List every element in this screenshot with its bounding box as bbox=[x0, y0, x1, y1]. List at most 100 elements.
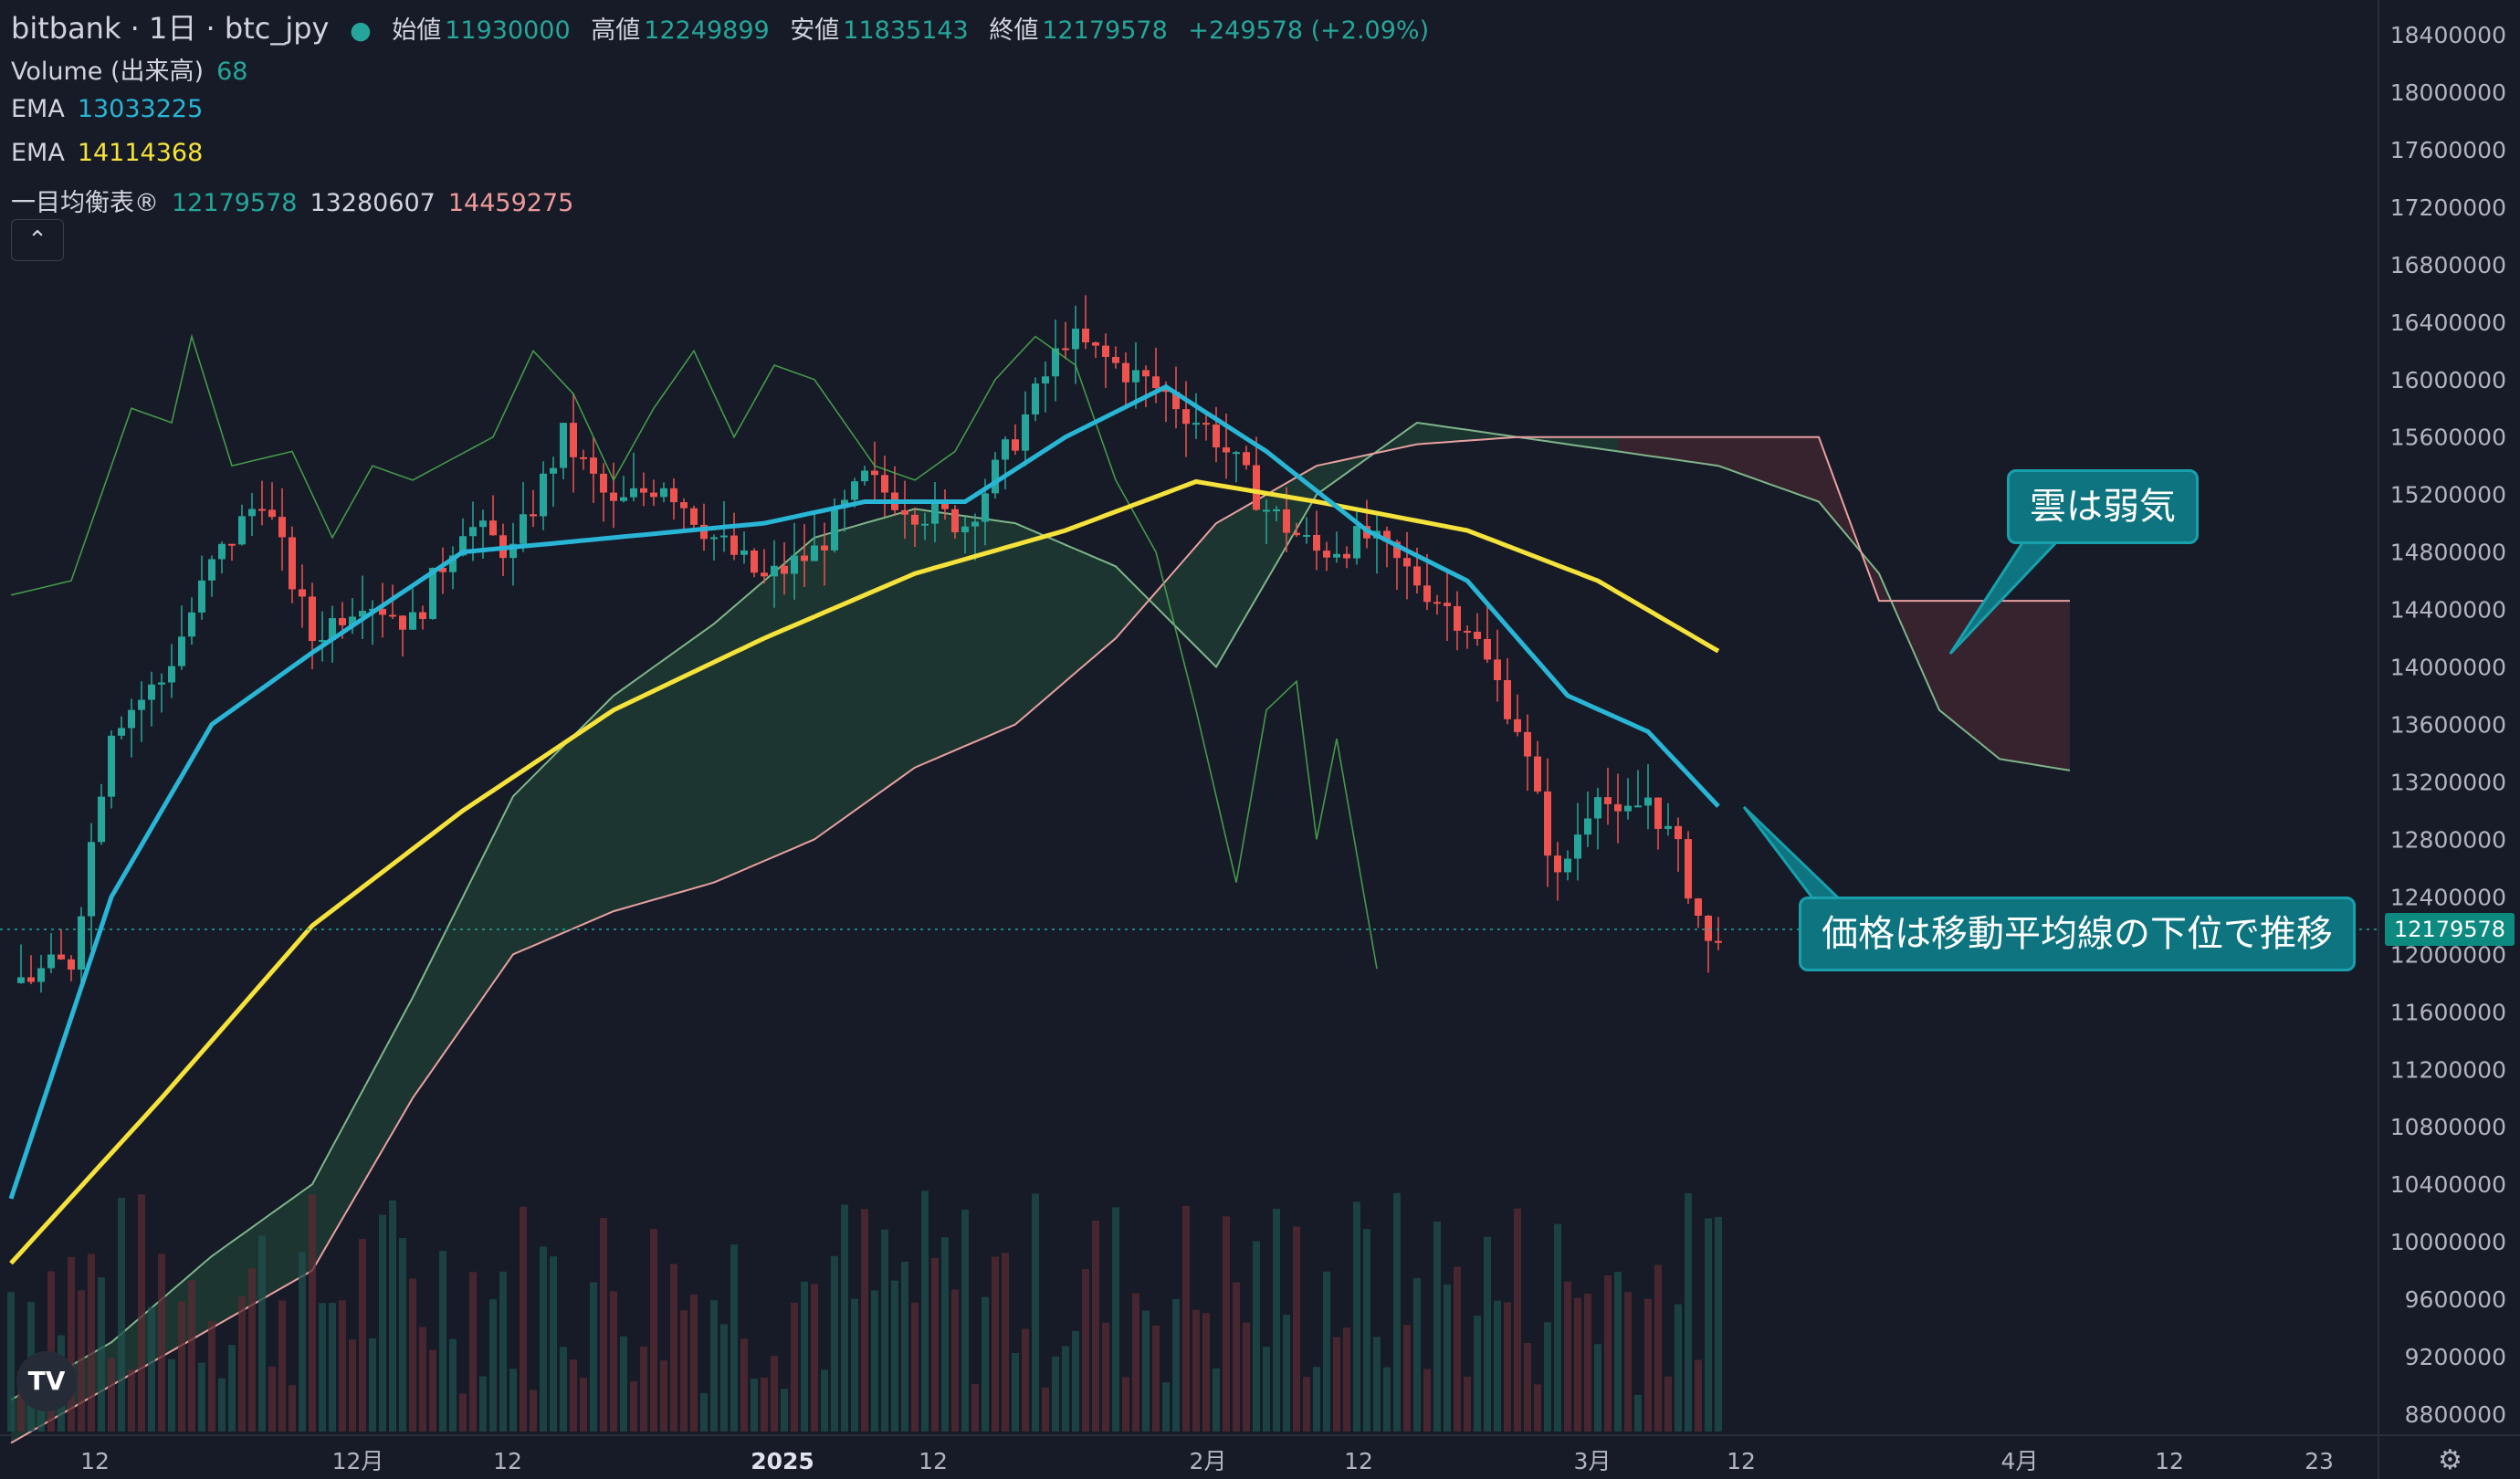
x-tick-label: 12 bbox=[1344, 1448, 1373, 1474]
candle-body bbox=[650, 492, 657, 498]
volume-bar bbox=[1564, 1281, 1571, 1432]
indicator-name: 一目均衡表® bbox=[11, 189, 159, 217]
volume-bar bbox=[1233, 1282, 1240, 1432]
indicator-ema-slow[interactable]: EMA 14114368 bbox=[11, 139, 215, 167]
candle-body bbox=[128, 709, 135, 729]
candle-body bbox=[751, 551, 758, 573]
volume-bar bbox=[560, 1347, 567, 1432]
candle-body bbox=[821, 545, 828, 551]
candle-body bbox=[1654, 797, 1662, 829]
settings-gear-icon[interactable]: ⚙ bbox=[2438, 1444, 2462, 1476]
candle-body bbox=[78, 916, 85, 970]
volume-bar bbox=[1373, 1337, 1381, 1432]
candle-body bbox=[1213, 425, 1220, 448]
volume-bar bbox=[258, 1235, 266, 1432]
volume-bar bbox=[409, 1278, 416, 1432]
volume-bar bbox=[660, 1360, 667, 1432]
volume-bar bbox=[1273, 1209, 1280, 1432]
volume-bar bbox=[1092, 1221, 1099, 1432]
volume-bar bbox=[379, 1214, 386, 1432]
candle-body bbox=[961, 526, 969, 533]
volume-bar bbox=[540, 1246, 547, 1432]
x-tick-label: 12 bbox=[493, 1448, 522, 1474]
volume-bar bbox=[479, 1376, 487, 1432]
indicator-value: 13280607 bbox=[310, 189, 436, 217]
volume-bar bbox=[921, 1191, 929, 1432]
candle-body bbox=[278, 517, 286, 538]
volume-bar bbox=[1675, 1304, 1682, 1432]
candle-body bbox=[68, 959, 75, 970]
volume-bar bbox=[690, 1295, 698, 1432]
x-tick-label: 12 bbox=[1727, 1448, 1756, 1474]
candle-body bbox=[1574, 834, 1581, 859]
volume-bar bbox=[309, 1194, 316, 1432]
volume-bar bbox=[1182, 1205, 1190, 1432]
candle-body bbox=[1192, 423, 1200, 425]
candle-body bbox=[1072, 328, 1079, 350]
candle-body bbox=[590, 457, 597, 474]
callout-cloud[interactable]: 雲は弱気 bbox=[2007, 469, 2199, 544]
candle-body bbox=[971, 521, 979, 527]
candle-body bbox=[520, 514, 527, 544]
volume-bar bbox=[1594, 1344, 1601, 1432]
indicator-ema-fast[interactable]: EMA 13033225 bbox=[11, 95, 215, 123]
candle-body bbox=[781, 565, 788, 574]
volume-bar bbox=[610, 1291, 617, 1432]
volume-bar bbox=[821, 1369, 828, 1432]
candle-body bbox=[409, 612, 416, 630]
volume-bar bbox=[1413, 1278, 1421, 1432]
candle-body bbox=[1423, 585, 1431, 603]
candle-body bbox=[690, 508, 698, 525]
indicator-value: 14459275 bbox=[447, 189, 574, 217]
candle-body bbox=[1695, 898, 1702, 917]
volume-bar bbox=[1634, 1394, 1642, 1432]
volume-bar bbox=[1343, 1327, 1350, 1432]
volume-bar bbox=[1243, 1322, 1250, 1432]
candle-body bbox=[118, 728, 125, 736]
candle-body bbox=[1634, 805, 1642, 808]
indicator-volume[interactable]: Volume (出来高) 68 bbox=[11, 51, 260, 87]
volume-bar bbox=[720, 1324, 728, 1432]
cloud-bullish bbox=[11, 422, 1618, 1443]
candle-body bbox=[1052, 348, 1059, 377]
volume-bar bbox=[299, 1252, 306, 1432]
volume-bar bbox=[218, 1378, 226, 1432]
volume-bar bbox=[851, 1298, 858, 1432]
candle-body bbox=[710, 537, 718, 540]
y-tick-label: 16000000 bbox=[2390, 367, 2506, 393]
symbol-title[interactable]: bitbank · 1日 · btc_jpy bbox=[11, 11, 330, 46]
candle-body bbox=[1433, 602, 1441, 604]
indicator-ichimoku[interactable]: 一目均衡表® 12179578 13280607 14459275 bbox=[11, 183, 586, 218]
chevron-up-icon: ⌃ bbox=[27, 226, 47, 254]
candle-body bbox=[1444, 603, 1451, 606]
volume-bar bbox=[1654, 1264, 1662, 1432]
tradingview-logo[interactable]: TV bbox=[16, 1351, 77, 1411]
volume-bar bbox=[1303, 1377, 1310, 1432]
volume-bar bbox=[329, 1303, 336, 1432]
candle-body bbox=[198, 580, 205, 613]
volume-bar bbox=[1223, 1216, 1230, 1432]
collapse-legend-button[interactable]: ⌃ bbox=[11, 219, 64, 261]
candle-body bbox=[1534, 756, 1541, 792]
y-tick-label: 12400000 bbox=[2390, 884, 2506, 910]
y-tick-label: 18400000 bbox=[2390, 22, 2506, 48]
lagging-span bbox=[10, 333, 1378, 970]
callout-text: 価格は移動平均線の下位で推移 bbox=[1822, 913, 2333, 955]
volume-bar bbox=[1624, 1291, 1632, 1432]
candle-body bbox=[1644, 797, 1652, 806]
x-tick-label: 12月 bbox=[332, 1448, 384, 1474]
callout-price[interactable]: 価格は移動平均線の下位で推移 bbox=[1799, 897, 2356, 971]
candle-body bbox=[931, 501, 939, 524]
candle-body bbox=[98, 796, 105, 843]
volume-bar bbox=[1484, 1236, 1491, 1432]
y-tick-label: 14400000 bbox=[2390, 597, 2506, 624]
volume-bar bbox=[108, 1358, 115, 1432]
y-tick-label: 10000000 bbox=[2390, 1229, 2506, 1255]
volume-bar bbox=[1715, 1216, 1722, 1432]
close-label: 終値 bbox=[989, 16, 1039, 45]
indicator-name: Volume (出来高) bbox=[11, 58, 205, 86]
candle-body bbox=[1062, 348, 1069, 351]
volume-bar bbox=[1032, 1193, 1039, 1432]
